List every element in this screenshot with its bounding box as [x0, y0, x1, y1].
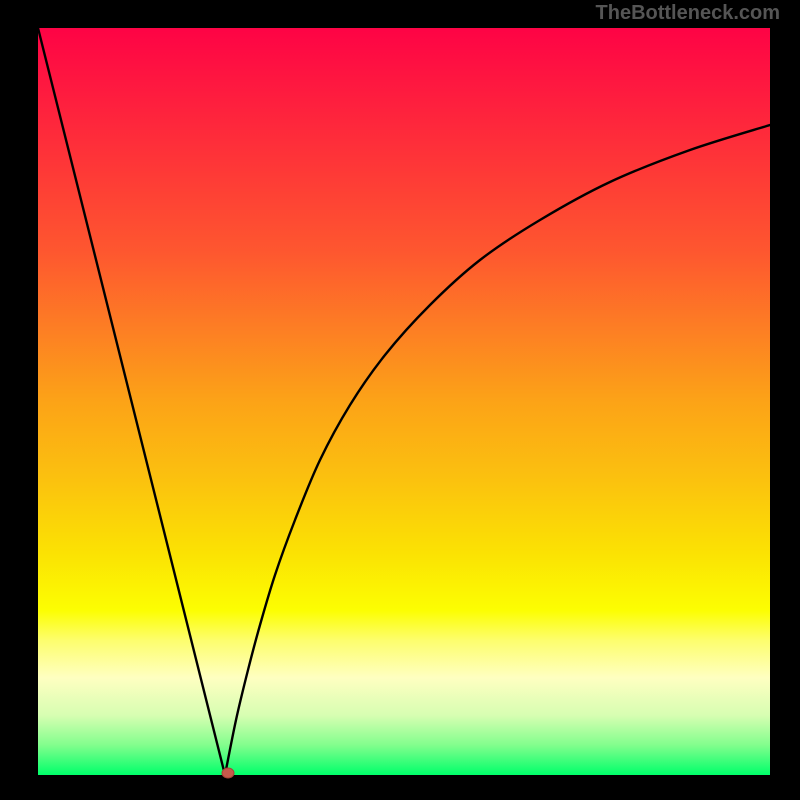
- watermark-text: TheBottleneck.com: [596, 2, 780, 25]
- plot-background: [38, 28, 770, 775]
- optimum-marker: [222, 768, 234, 778]
- plot-svg: [0, 0, 800, 800]
- chart-frame: TheBottleneck.com: [0, 0, 800, 800]
